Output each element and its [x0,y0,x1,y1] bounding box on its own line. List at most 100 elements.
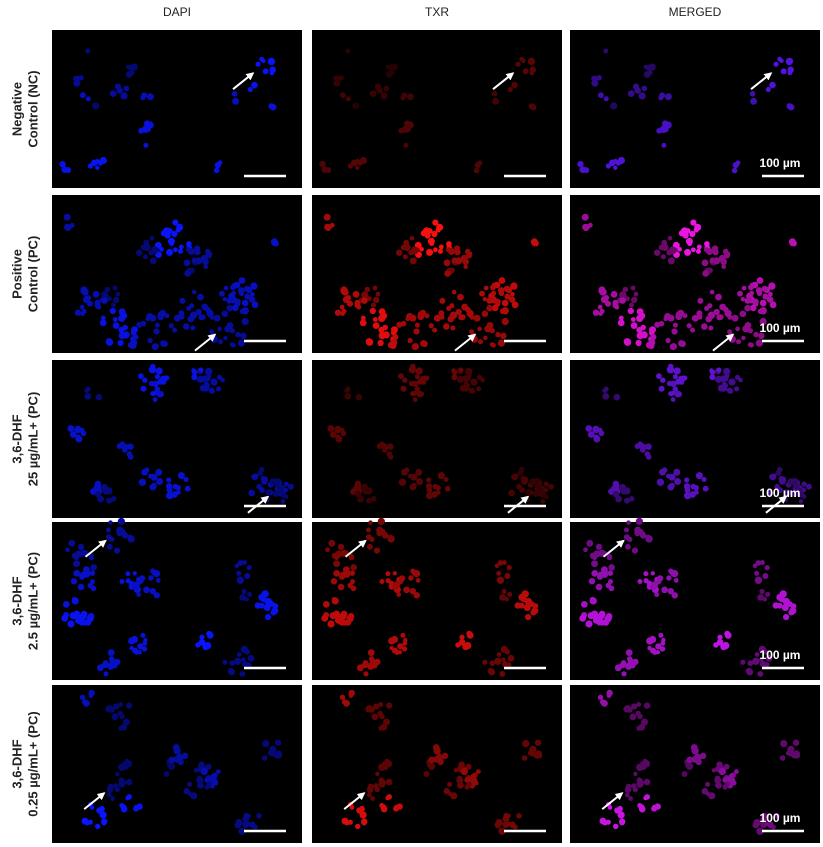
cell [200,314,206,320]
cell [450,325,456,331]
cell [142,254,148,260]
cell [166,477,172,483]
cell [366,497,372,504]
cell [659,646,666,652]
cell [189,303,195,309]
cell [359,319,367,327]
cell [223,335,228,341]
cell [163,771,170,777]
cell [75,435,83,443]
cell [525,489,532,496]
cell [496,576,505,584]
cell [377,339,384,347]
cell [628,496,635,502]
cell [261,590,269,598]
cell [271,479,277,485]
cell [191,289,197,295]
cell [360,315,366,321]
cell [319,160,326,168]
cell [678,379,685,385]
scale-label: 100 µm [760,156,801,170]
cell [369,307,376,315]
cell [401,646,408,652]
cell [134,649,140,655]
cell [189,267,195,274]
cell [603,295,610,301]
cell [385,702,393,709]
cell [143,637,148,643]
cell [501,661,509,668]
cell [125,578,131,584]
row-label: Negative Control (NC) [9,70,40,147]
cell [531,479,537,485]
cell [701,323,708,330]
cell [221,310,229,318]
cell [258,602,265,609]
micrograph-panel [312,30,562,188]
cell [491,304,499,312]
cell [591,79,599,87]
cell [534,739,542,746]
cell [379,803,385,808]
cell [119,518,125,524]
cell [339,427,345,433]
cell [339,304,345,310]
cell [684,492,692,500]
cell [333,79,341,87]
cell [366,786,374,793]
cell [465,367,473,376]
cell [190,325,196,331]
column-header: DAPI [163,5,191,19]
cell [87,300,93,307]
cell [333,560,341,568]
cell [423,771,430,777]
cell [650,334,657,340]
cell [361,818,368,825]
cell [592,309,600,316]
cell [637,713,643,720]
cell [471,777,478,784]
cell [716,761,723,769]
cell [328,539,336,547]
cell [234,657,242,665]
cell [339,694,346,700]
cell [781,604,789,612]
cell [645,443,652,450]
cell [378,326,385,334]
cell [473,314,481,322]
micrograph-panel [312,360,562,518]
cell [718,314,724,320]
cell [646,637,654,645]
cell [361,297,368,304]
cell [59,160,66,168]
cell [529,745,537,753]
cell [508,296,516,303]
cell [617,811,625,819]
cell [256,813,262,819]
cell [745,296,753,304]
cell [787,745,795,753]
cell [479,290,485,297]
cell [444,270,451,277]
cell [759,317,767,326]
cell [177,758,184,766]
cell [762,573,769,579]
cell [494,657,502,665]
cell [345,295,352,301]
cell [250,282,258,290]
cell [94,490,102,498]
cell [673,367,681,375]
cell [769,81,776,89]
cell [724,631,732,639]
cell [94,299,101,306]
cell [149,314,157,322]
arrow [84,539,107,558]
column-header: MERGED [669,5,722,19]
cell [640,532,647,539]
cell [686,756,694,764]
cell [728,378,736,386]
cell [667,483,675,491]
cell [396,592,402,597]
cell [669,569,676,576]
cell [681,771,688,777]
